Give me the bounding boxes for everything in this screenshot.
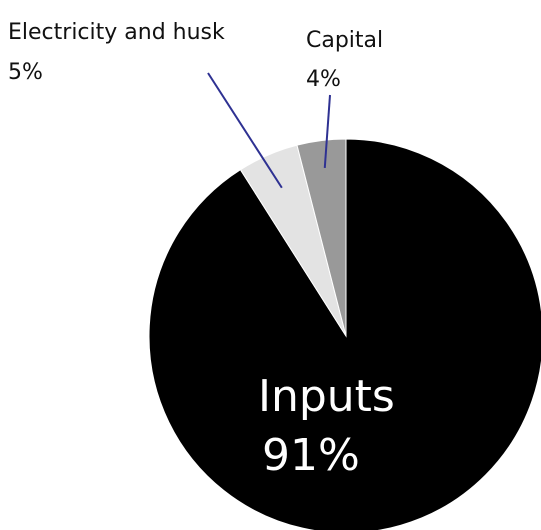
pie-slices	[148, 138, 541, 530]
value-capital: 4%	[306, 67, 341, 92]
label-capital: Capital	[306, 28, 383, 53]
label-inputs: Inputs	[258, 371, 395, 422]
value-electricity-and-husk: 5%	[8, 60, 43, 85]
leader-line-capital	[323, 94, 331, 168]
pie-slice-capital	[296, 138, 347, 337]
leader-lines	[207, 72, 331, 189]
leader-line-electricity-and-husk	[207, 72, 283, 189]
value-inputs: 91%	[262, 430, 360, 481]
label-electricity-and-husk: Electricity and husk	[8, 20, 225, 45]
